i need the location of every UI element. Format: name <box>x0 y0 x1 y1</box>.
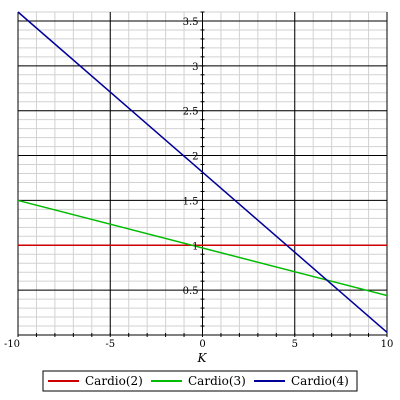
legend: Cardio(2) Cardio(3) Cardio(4) <box>42 370 358 392</box>
x-tick-label: 5 <box>292 339 298 350</box>
y-tick-label: 1.5 <box>183 196 199 207</box>
y-tick-label: 0.5 <box>183 286 199 297</box>
y-tick-label: 1 <box>192 241 198 252</box>
legend-box <box>42 370 358 392</box>
x-tick-label: 0 <box>199 339 205 350</box>
axes <box>17 11 388 337</box>
y-tick-label: 3.5 <box>183 17 199 28</box>
x-axis-label: K <box>197 351 208 365</box>
y-tick-label: 3 <box>192 62 198 73</box>
x-tick-label: -10 <box>4 339 20 350</box>
series-line-3 <box>17 11 388 333</box>
series-layer <box>17 11 388 333</box>
y-tick-label: 2 <box>192 152 198 163</box>
legend-label-2: Cardio(3) <box>188 374 246 388</box>
legend-label-1: Cardio(2) <box>85 374 143 388</box>
x-tick-label: -5 <box>105 339 115 350</box>
legend-label-3: Cardio(4) <box>291 374 349 388</box>
y-tick-label: 2.5 <box>183 107 199 118</box>
tick-labels: -10 -5 0 5 10 0.5 1 1.5 2 2.5 3 3.5 <box>4 17 393 350</box>
x-tick-label: 10 <box>381 339 394 350</box>
